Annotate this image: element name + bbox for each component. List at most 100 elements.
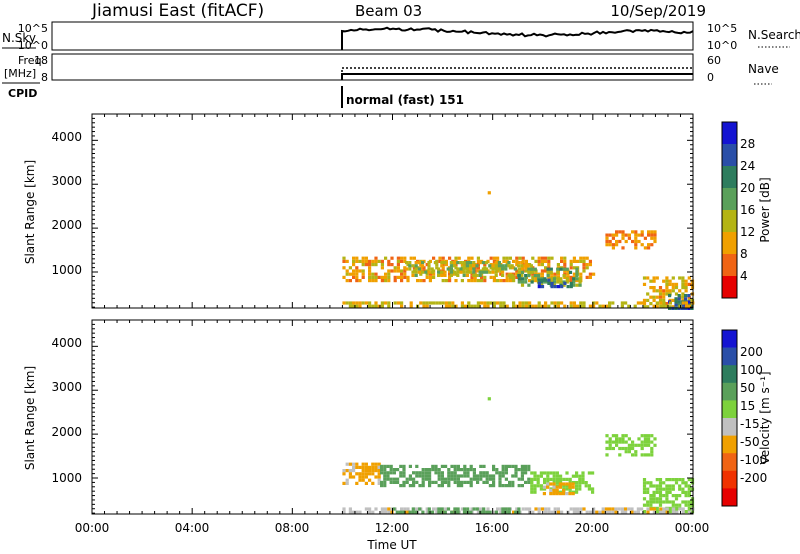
vel-cbar-tick-neg50: -50 bbox=[740, 435, 760, 449]
data-cell-0-5 bbox=[646, 298, 650, 302]
data-cell-1-4 bbox=[647, 434, 651, 438]
data-cell-1-6 bbox=[576, 507, 580, 511]
data-cell-0-7 bbox=[579, 301, 583, 305]
data-cell-1-6 bbox=[425, 510, 429, 514]
data-cell-1-6 bbox=[620, 510, 624, 514]
data-cell-0-7 bbox=[377, 304, 381, 308]
data-cell-0-1 bbox=[469, 261, 473, 265]
data-cell-1-6 bbox=[572, 510, 576, 514]
data-cell-0-1 bbox=[443, 261, 447, 265]
data-cell-1-6 bbox=[348, 507, 352, 511]
data-cell-0-7 bbox=[662, 301, 666, 305]
data-cell-0-0 bbox=[412, 256, 416, 260]
data-cell-1-1 bbox=[386, 471, 390, 475]
data-cell-1-2 bbox=[555, 471, 559, 475]
data-cell-0-2 bbox=[575, 270, 579, 274]
data-cell-0-1 bbox=[421, 264, 425, 268]
data-cell-1-4 bbox=[621, 437, 625, 441]
data-cell-1-1 bbox=[492, 468, 496, 472]
data-cell-0-2 bbox=[556, 280, 560, 284]
data-cell-0-4 bbox=[640, 233, 644, 237]
data-cell-0-7 bbox=[595, 301, 599, 305]
data-cell-1-3 bbox=[546, 482, 550, 486]
data-cell-1-1 bbox=[415, 474, 419, 478]
data-cell-0-2 bbox=[527, 270, 531, 274]
data-cell-1-5 bbox=[662, 487, 666, 491]
data-cell-1-6 bbox=[521, 507, 525, 511]
data-cell-1-1 bbox=[517, 477, 521, 481]
data-cell-1-1 bbox=[383, 484, 387, 488]
data-cell-1-0 bbox=[361, 478, 365, 482]
data-cell-1-2 bbox=[543, 481, 547, 485]
data-cell-1-1 bbox=[431, 480, 435, 484]
data-cell-1-5 bbox=[655, 497, 659, 501]
data-cell-0-0 bbox=[540, 256, 544, 260]
data-cell-0-4 bbox=[650, 236, 654, 240]
data-cell-0-0 bbox=[512, 275, 516, 279]
data-cell-0-6 bbox=[674, 300, 678, 304]
data-cell-0-0 bbox=[368, 272, 372, 276]
data-cell-0-2 bbox=[517, 270, 521, 274]
data-cell-1-5 bbox=[687, 503, 691, 507]
data-cell-1-0 bbox=[352, 462, 356, 466]
data-cell-1-7 bbox=[462, 510, 467, 514]
data-cell-1-5 bbox=[665, 497, 669, 501]
data-cell-1-6 bbox=[576, 510, 580, 514]
data-cell-1-6 bbox=[352, 510, 356, 514]
data-cell-0-2 bbox=[575, 277, 579, 281]
data-cell-0-7 bbox=[480, 301, 484, 305]
data-cell-0-1 bbox=[507, 261, 511, 265]
data-cell-0-3 bbox=[569, 285, 573, 289]
data-cell-0-1 bbox=[443, 270, 447, 274]
data-cell-1-7 bbox=[462, 507, 467, 511]
data-cell-1-0 bbox=[364, 472, 368, 476]
data-cell-0-3 bbox=[553, 285, 557, 289]
data-cell-1-6 bbox=[342, 507, 346, 511]
data-cell-1-1 bbox=[440, 484, 444, 488]
data-cell-0-5 bbox=[674, 292, 679, 296]
data-cell-1-3 bbox=[542, 492, 546, 496]
data-cell-1-6 bbox=[387, 507, 391, 511]
data-cell-1-2 bbox=[575, 474, 579, 478]
data-cell-1-1 bbox=[428, 468, 432, 472]
data-cell-0-0 bbox=[396, 259, 400, 263]
data-cell-1-1 bbox=[524, 464, 528, 468]
data-cell-0-2 bbox=[540, 280, 544, 284]
data-cell-1-5 bbox=[646, 490, 650, 494]
velocity-colorbar-label: Velocity [m s⁻¹] bbox=[758, 371, 772, 464]
data-cell-1-5 bbox=[684, 503, 688, 507]
data-cell-1-3 bbox=[546, 485, 550, 489]
data-cell-0-1 bbox=[510, 273, 514, 277]
data-cell-1-5 bbox=[649, 484, 653, 488]
data-cell-1-1 bbox=[392, 480, 396, 484]
data-cell-0-6 bbox=[684, 294, 688, 298]
beam-label: Beam 03 bbox=[355, 2, 422, 20]
data-cell-0-5 bbox=[665, 286, 669, 290]
data-cell-1-0 bbox=[377, 465, 381, 469]
data-cell-1-4 bbox=[605, 453, 609, 457]
data-cell-0-1 bbox=[459, 261, 463, 265]
data-cell-1-1 bbox=[380, 468, 384, 472]
data-cell-1-1 bbox=[495, 471, 499, 475]
data-cell-1-2 bbox=[587, 484, 591, 488]
data-cell-1-2 bbox=[536, 474, 540, 478]
data-cell-1-1 bbox=[463, 471, 467, 475]
data-cell-1-3 bbox=[562, 488, 566, 492]
data-cell-1-3 bbox=[555, 492, 559, 496]
data-cell-0-7 bbox=[358, 304, 362, 308]
data-cell-0-1 bbox=[520, 264, 524, 268]
data-cell-0-4 bbox=[605, 243, 609, 247]
data-cell-1-0 bbox=[364, 475, 368, 479]
data-cell-1-0 bbox=[374, 462, 378, 466]
data-cell-0-1 bbox=[472, 261, 476, 265]
data-cell-0-0 bbox=[355, 266, 359, 270]
data-cell-0-0 bbox=[480, 275, 484, 279]
data-cell-1-1 bbox=[466, 468, 470, 472]
data-cell-0-0 bbox=[572, 256, 576, 260]
data-cell-1-5 bbox=[662, 494, 666, 498]
data-cell-0-7 bbox=[464, 304, 468, 308]
data-cell-1-1 bbox=[456, 484, 460, 488]
data-cell-0-5 bbox=[662, 298, 666, 302]
data-cell-0-0 bbox=[345, 272, 349, 276]
data-cell-0-7 bbox=[588, 304, 592, 308]
